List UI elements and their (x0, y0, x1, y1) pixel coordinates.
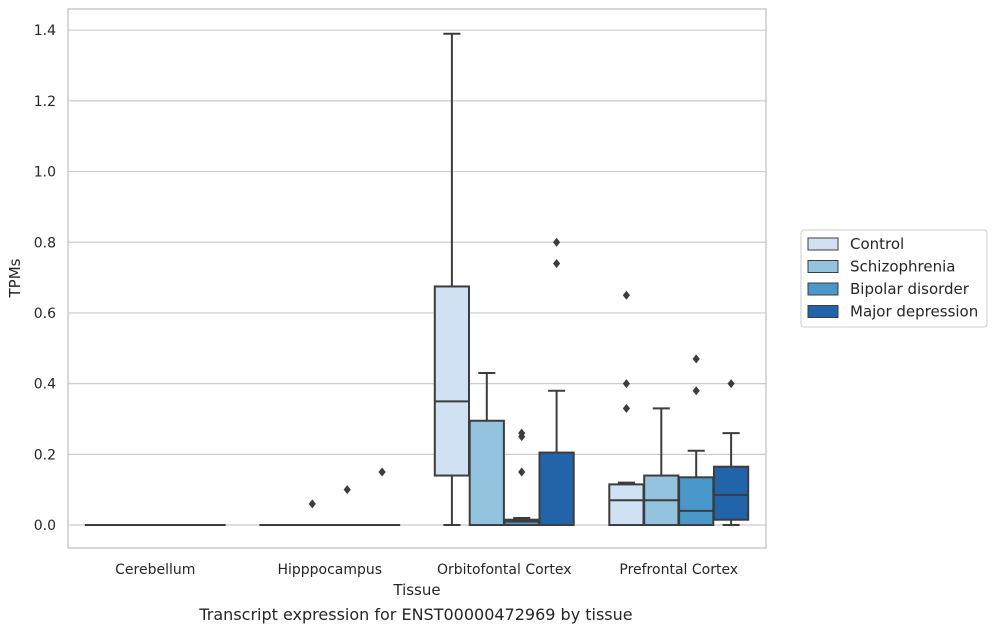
box-schizophrenia (294, 499, 331, 527)
y-axis-label: TPMs (6, 258, 24, 298)
legend: Control Schizophrenia Bipolar disorder Majo… (800, 229, 988, 328)
x-tick-label: Orbitofontal Cortex (437, 562, 572, 578)
y-tick-label: 1.0 (34, 165, 56, 181)
y-axis-ticks: 0.0 0.2 0.4 0.6 0.8 1.0 1.2 1.4 (34, 23, 56, 534)
legend-swatch (807, 237, 839, 251)
box-major-depression (712, 379, 750, 527)
box-body (712, 465, 750, 521)
outlier-point (553, 258, 561, 268)
x-tick-label: Prefrontal Cortex (619, 562, 738, 578)
y-tick-label: 0.0 (34, 518, 56, 534)
y-tick-label: 1.2 (34, 94, 56, 110)
legend-frame (800, 229, 988, 328)
y-tick-label: 0.4 (34, 377, 56, 393)
outlier-point (622, 379, 630, 389)
plot-frame (67, 8, 767, 549)
y-tick-label: 1.4 (34, 23, 56, 39)
outlier-point (692, 386, 700, 396)
box-bipolar-disorder (329, 485, 366, 527)
box-body (608, 483, 645, 527)
figure-caption: Transcript expression for ENST0000047296… (199, 605, 633, 624)
outlier-point (518, 467, 526, 477)
box-body (468, 419, 505, 527)
outlier-point (343, 485, 351, 495)
box-major-depression (538, 237, 575, 527)
outlier-point (378, 467, 386, 477)
box-body (538, 451, 575, 527)
box-major-depression (363, 467, 401, 527)
outlier-point (727, 379, 735, 389)
outlier-point (518, 428, 526, 438)
outlier-point (692, 354, 700, 364)
box-control (433, 32, 471, 527)
legend-swatch (807, 282, 839, 296)
x-axis-ticks: Cerebellum Hipppocampus Orbitofontal Corte… (115, 562, 738, 578)
x-tick-label: Cerebellum (115, 562, 195, 578)
legend-label: Bipolar disorder (850, 280, 970, 298)
box-control (608, 290, 645, 527)
boxes (84, 32, 750, 527)
outlier-point (622, 290, 630, 300)
outlier-point (622, 403, 630, 413)
legend-swatch (807, 260, 839, 273)
legend-label: Schizophrenia (850, 258, 955, 276)
box-body (678, 476, 715, 527)
y-tick-label: 0.2 (34, 447, 56, 463)
outlier-point (553, 237, 561, 247)
outlier-point (308, 499, 316, 509)
legend-label: Major depression (850, 303, 978, 321)
box-schizophrenia (643, 407, 680, 527)
legend-label: Control (850, 235, 904, 253)
y-tick-label: 0.6 (34, 306, 56, 322)
x-tick-label: Hipppocampus (277, 562, 382, 578)
box-body (433, 285, 471, 477)
plot-area (68, 9, 766, 548)
legend-swatch (807, 305, 839, 318)
box-schizophrenia (468, 372, 505, 527)
y-tick-label: 0.8 (34, 235, 56, 251)
x-axis-label: Tissue (392, 581, 440, 599)
